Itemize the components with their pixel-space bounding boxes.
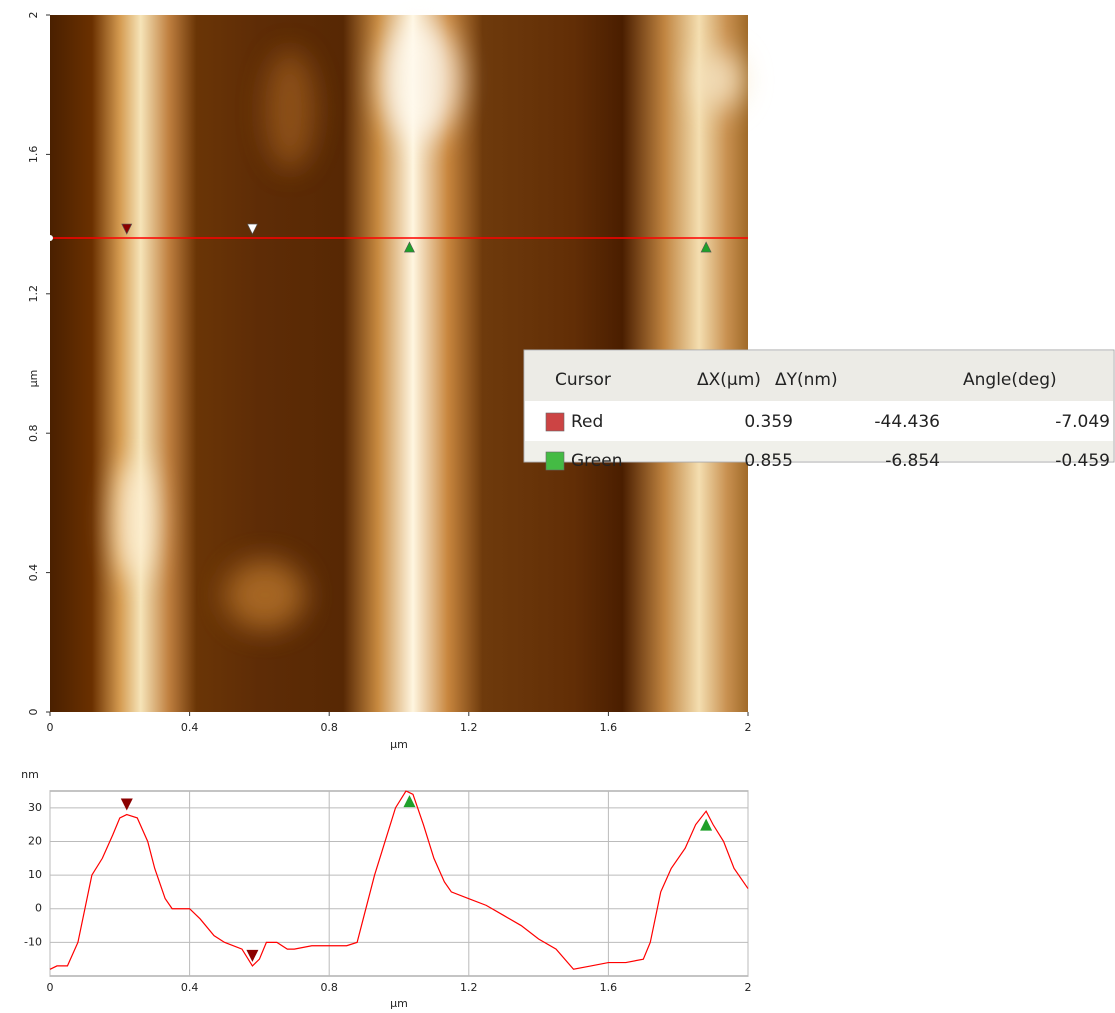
table-cell: 0.855 xyxy=(744,451,793,471)
page: 0 0.4 0.8 1.2 1.6 2 µm 0 0.4 0.8 1.2 1.6 2 µm 0 0.4 0.8 1… xyxy=(0,0,1115,1009)
table-cell: -7.049 xyxy=(1055,412,1110,432)
plot-area xyxy=(50,791,748,976)
table-cell: 0.359 xyxy=(744,412,793,432)
x-tick-label: 0.8 xyxy=(320,981,338,994)
x-tick-label: 0 xyxy=(47,721,54,734)
x-axis-label: µm xyxy=(390,997,408,1009)
y-tick-label: 10 xyxy=(28,868,42,881)
y-unit: nm xyxy=(21,768,39,781)
table-cell: -44.436 xyxy=(874,412,940,432)
table-cell: Green xyxy=(571,451,622,471)
x-tick-label: 0.4 xyxy=(181,981,199,994)
y-tick-label: 20 xyxy=(28,834,42,847)
x-axis-label: µm xyxy=(390,738,408,751)
x-tick-label: 2 xyxy=(745,981,752,994)
y-tick-label: 30 xyxy=(28,801,42,814)
table-header: Angle(deg) xyxy=(963,370,1057,390)
x-tick-label: 0.4 xyxy=(181,721,199,734)
y-tick-label: 0.4 xyxy=(27,564,40,582)
x-tick-label: 2 xyxy=(745,721,752,734)
y-tick-label: 0 xyxy=(27,709,40,716)
x-tick-label: 0.8 xyxy=(320,721,338,734)
color-swatch xyxy=(546,413,564,431)
table-header: ΔX(µm) xyxy=(697,370,761,390)
y-tick-label: 1.6 xyxy=(27,146,40,164)
x-tick-label: 0 xyxy=(47,981,54,994)
x-tick-label: 1.6 xyxy=(600,721,618,734)
y-tick-label: 0.8 xyxy=(27,424,40,442)
table-header: ΔY(nm) xyxy=(775,370,838,390)
color-swatch xyxy=(546,452,564,470)
table-cell: -6.854 xyxy=(885,451,940,471)
y-tick-label: -10 xyxy=(24,935,42,948)
x-tick-label: 1.2 xyxy=(460,981,478,994)
table-cell: Red xyxy=(571,412,603,432)
y-axis-label: µm xyxy=(27,370,40,388)
x-tick-label: 1.6 xyxy=(600,981,618,994)
cursor-table: Cursor ΔX(µm) ΔY(nm) Angle(deg) Red 0.359 -44.… xyxy=(524,350,1114,471)
y-tick-label: 0 xyxy=(35,902,42,915)
y-tick-label: 1.2 xyxy=(27,285,40,303)
table-header: Cursor xyxy=(555,370,611,390)
cursor-line-end xyxy=(47,235,53,241)
table-cell: -0.459 xyxy=(1055,451,1110,471)
y-tick-label: 2 xyxy=(27,12,40,19)
x-tick-label: 1.2 xyxy=(460,721,478,734)
